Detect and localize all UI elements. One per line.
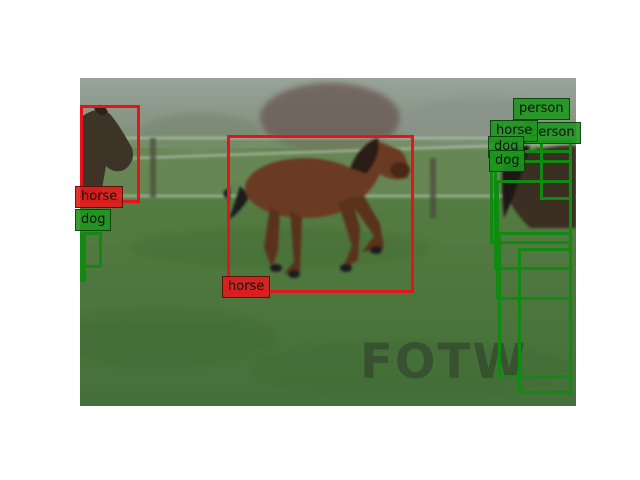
pony [223,138,410,278]
green-box-r6 [540,140,572,200]
green-box-r5 [518,248,572,394]
horse-label-left: horse [75,186,124,208]
dog-label-right-2: dog [489,150,526,172]
watermark: FOTW [360,334,527,390]
dog-box-left-inner [80,232,86,282]
person-label-1: person [513,98,570,120]
dog-label-left: dog [75,209,112,231]
horse-label-center: horse [222,276,271,298]
horse-box-center [227,135,414,293]
